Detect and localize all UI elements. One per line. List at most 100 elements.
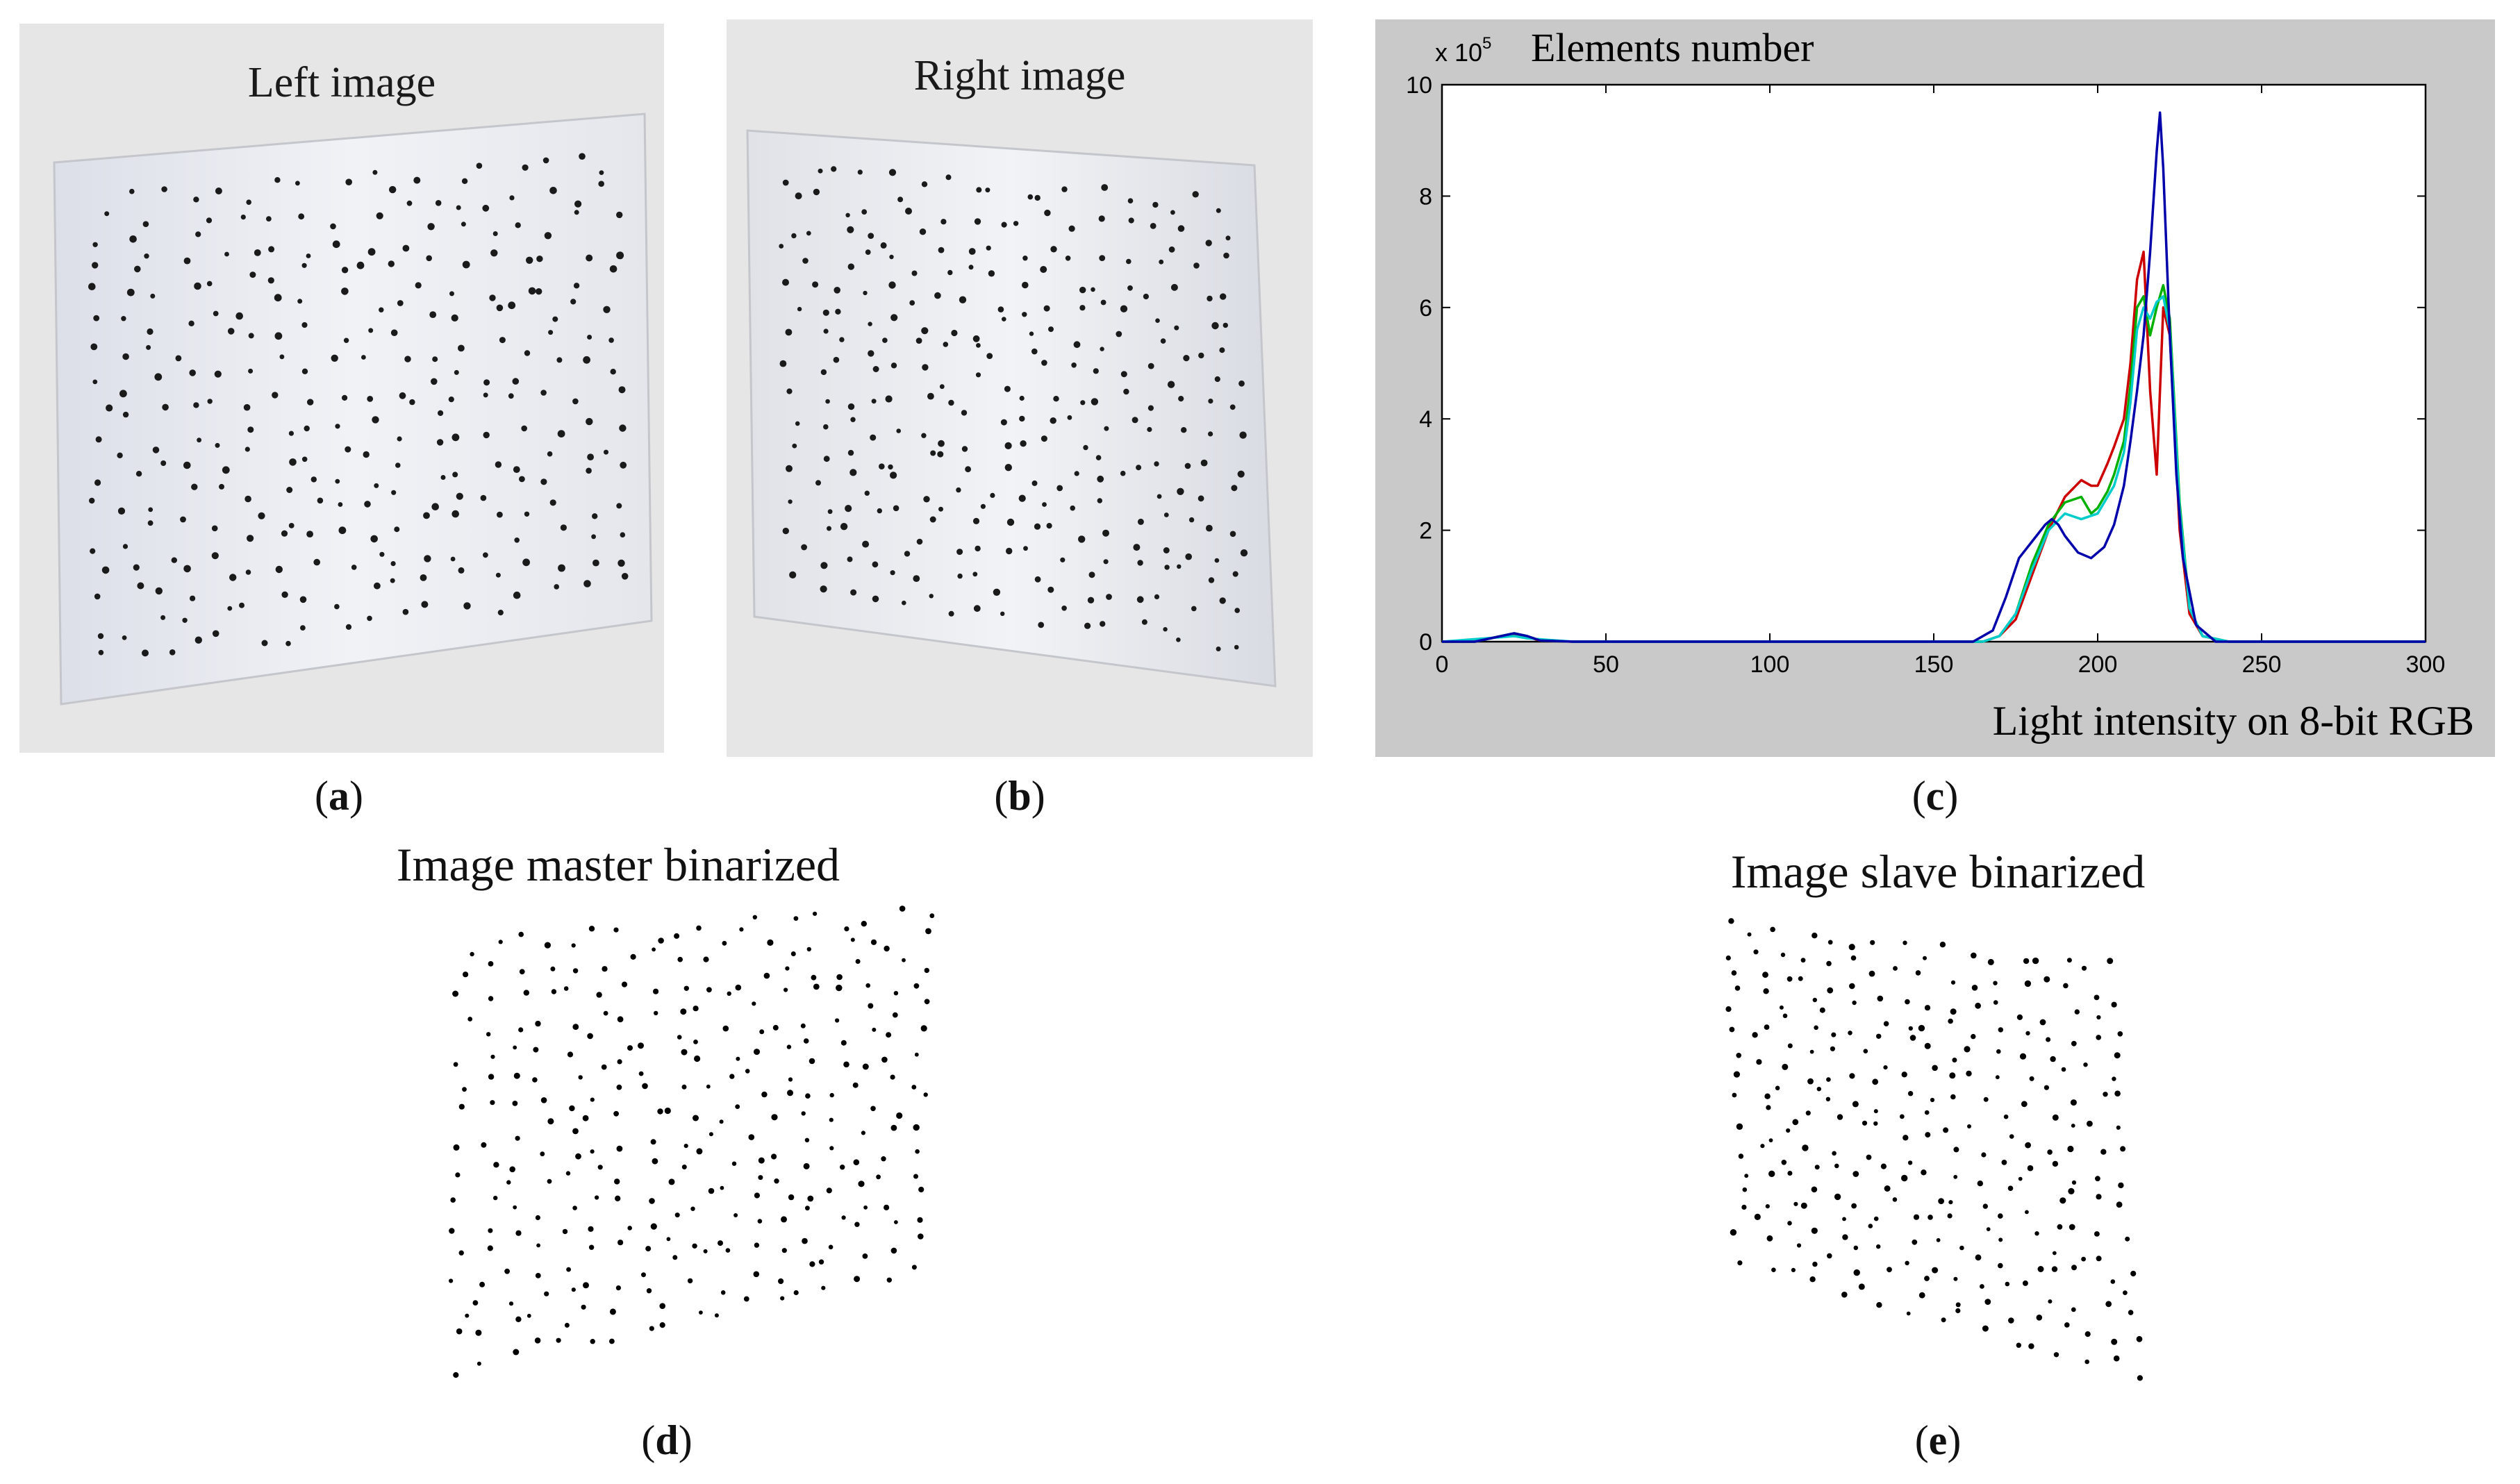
speckle-dot <box>122 635 127 640</box>
binarized-dot <box>813 983 820 990</box>
speckle-dot <box>1061 186 1068 192</box>
speckle-dot <box>1080 400 1086 406</box>
speckle-dot <box>397 436 402 442</box>
binarized-dot <box>785 966 790 971</box>
speckle-dot <box>823 424 829 430</box>
speckle-dot <box>183 565 191 573</box>
speckle-dot <box>968 248 976 255</box>
binarized-dot <box>681 1084 687 1090</box>
speckle-dot <box>509 195 515 201</box>
binarized-dot <box>843 1061 849 1068</box>
binarized-dot <box>583 1282 589 1289</box>
y-tick-label: 8 <box>1419 183 1432 210</box>
speckle-dot <box>388 260 395 267</box>
binarized-dot <box>802 1237 808 1244</box>
binarized-dot <box>1936 1237 1941 1242</box>
binarized-dot <box>1980 1284 1984 1289</box>
speckle-dot <box>391 490 397 495</box>
binarized-dot <box>754 1049 760 1056</box>
speckle-dot <box>376 212 383 219</box>
binarized-dot <box>1901 1174 1908 1182</box>
binarized-dot <box>1887 1267 1892 1273</box>
binarized-dot <box>757 1219 763 1224</box>
binarized-dot <box>2137 1375 2143 1381</box>
speckle-dot <box>289 458 297 466</box>
binarized-dot <box>453 1144 460 1151</box>
y-tick-label: 6 <box>1419 295 1432 322</box>
speckle-dot <box>795 192 802 200</box>
speckle-dot <box>483 392 488 398</box>
binarized-dot <box>844 926 849 932</box>
binarized-dot <box>2037 1266 2044 1272</box>
speckle-dot <box>1100 299 1106 306</box>
binarized-dot <box>2117 1031 2123 1037</box>
speckle-dot <box>823 456 830 462</box>
binarized-dot <box>1924 1276 1930 1281</box>
speckle-dot <box>334 603 340 610</box>
binarized-dot <box>652 947 656 952</box>
speckle-dot <box>909 300 915 306</box>
speckle-dot <box>420 574 427 581</box>
speckle-dot <box>882 337 888 343</box>
speckle-dot <box>791 233 797 239</box>
binarized-dot <box>735 984 742 991</box>
binarized-dot <box>2111 1001 2117 1008</box>
caption-a: (a) <box>315 773 363 819</box>
speckle-dot <box>1128 217 1134 224</box>
binarized-dot <box>2025 1142 2031 1149</box>
speckle-dot <box>142 221 149 228</box>
binarized-dot <box>1905 1260 1909 1265</box>
binarized-dot <box>2046 1037 2051 1042</box>
binarized-dot <box>595 1195 599 1200</box>
speckle-dot <box>431 378 438 385</box>
speckle-dot <box>345 446 351 453</box>
speckle-dot <box>1159 259 1164 265</box>
speckle-dot <box>193 402 199 408</box>
binarized-dot <box>1770 926 1775 933</box>
binarized-dot <box>763 972 770 979</box>
speckle-dot <box>122 544 129 549</box>
binarized-dot <box>911 1265 917 1270</box>
speckle-dot <box>795 421 800 426</box>
speckle-dot <box>1042 502 1047 507</box>
binarized-dot <box>1949 1072 1956 1079</box>
binarized-dot <box>708 1132 713 1137</box>
speckle-dot <box>1004 442 1012 450</box>
binarized-dot <box>829 1117 834 1122</box>
left-speckle-target <box>53 112 653 706</box>
binarized-dot <box>929 913 935 919</box>
binarized-dot <box>913 983 920 989</box>
speckle-dot <box>1163 547 1170 553</box>
speckle-dot <box>372 416 379 424</box>
binarized-dot <box>1768 1138 1773 1142</box>
binarized-dot <box>1868 970 1875 977</box>
binarized-dot <box>1768 1170 1775 1177</box>
speckle-dot <box>117 452 123 458</box>
binarized-dot <box>923 1092 928 1097</box>
speckle-dot <box>916 538 923 545</box>
binarized-dot <box>523 990 529 996</box>
binarized-dot <box>1907 1091 1914 1097</box>
speckle-dot <box>135 471 142 477</box>
caption-c: (c) <box>1912 773 1959 819</box>
speckle-dot <box>161 186 167 192</box>
binarized-dot <box>681 1049 688 1056</box>
binarized-dot <box>621 981 628 987</box>
speckle-dot <box>1225 235 1231 241</box>
speckle-dot <box>1222 322 1228 328</box>
binarized-dot <box>1903 1135 1909 1141</box>
binarized-dot <box>582 1115 589 1122</box>
speckle-dot <box>972 335 980 342</box>
speckle-dot <box>1100 347 1104 351</box>
speckle-dot <box>1041 360 1047 366</box>
speckle-dot <box>1006 547 1013 555</box>
binarized-dot <box>784 987 788 992</box>
speckle-dot <box>951 329 958 337</box>
binarized-dot <box>739 927 744 932</box>
speckle-dot <box>522 164 529 171</box>
binarized-dot <box>772 1024 779 1031</box>
binarized-dot <box>699 1310 703 1315</box>
binarized-dot <box>575 1153 581 1160</box>
speckle-dot <box>558 564 565 572</box>
y-tick-label: 4 <box>1419 406 1432 433</box>
